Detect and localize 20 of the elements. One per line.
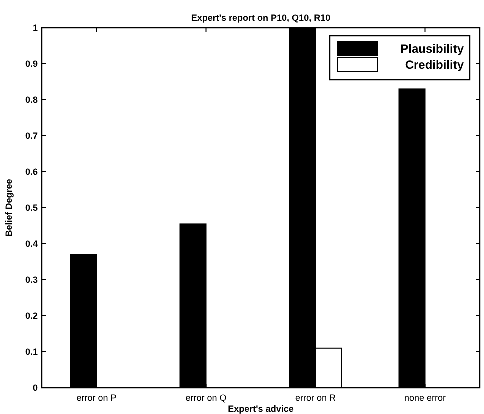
x-tick-label: error on R xyxy=(295,393,337,403)
y-tick-label: 0.8 xyxy=(25,94,38,105)
y-tick-label: 0.6 xyxy=(25,166,38,177)
chart-title: Expert's report on P10, Q10, R10 xyxy=(191,13,331,23)
y-tick-label: 0.1 xyxy=(25,346,38,357)
y-tick-label: 0.4 xyxy=(25,238,38,249)
y-tick-label: 0.3 xyxy=(25,274,38,285)
y-tick-label: 0.7 xyxy=(25,130,38,141)
y-tick-label: 0.9 xyxy=(25,58,38,69)
x-tick-label: none error xyxy=(404,393,446,403)
x-axis-title: Expert's advice xyxy=(228,404,294,414)
y-tick-label: 0 xyxy=(32,382,38,393)
y-tick-label: 1 xyxy=(32,22,38,33)
y-axis-title: Belief Degree xyxy=(4,179,14,237)
legend-label: Plausibility xyxy=(400,42,464,56)
y-tick-label: 0.2 xyxy=(25,310,38,321)
y-tick-label: 0.5 xyxy=(25,202,38,213)
x-tick-label: error on Q xyxy=(186,393,227,403)
x-tick-label: error on P xyxy=(76,393,117,403)
legend-label: Credibility xyxy=(405,58,464,72)
